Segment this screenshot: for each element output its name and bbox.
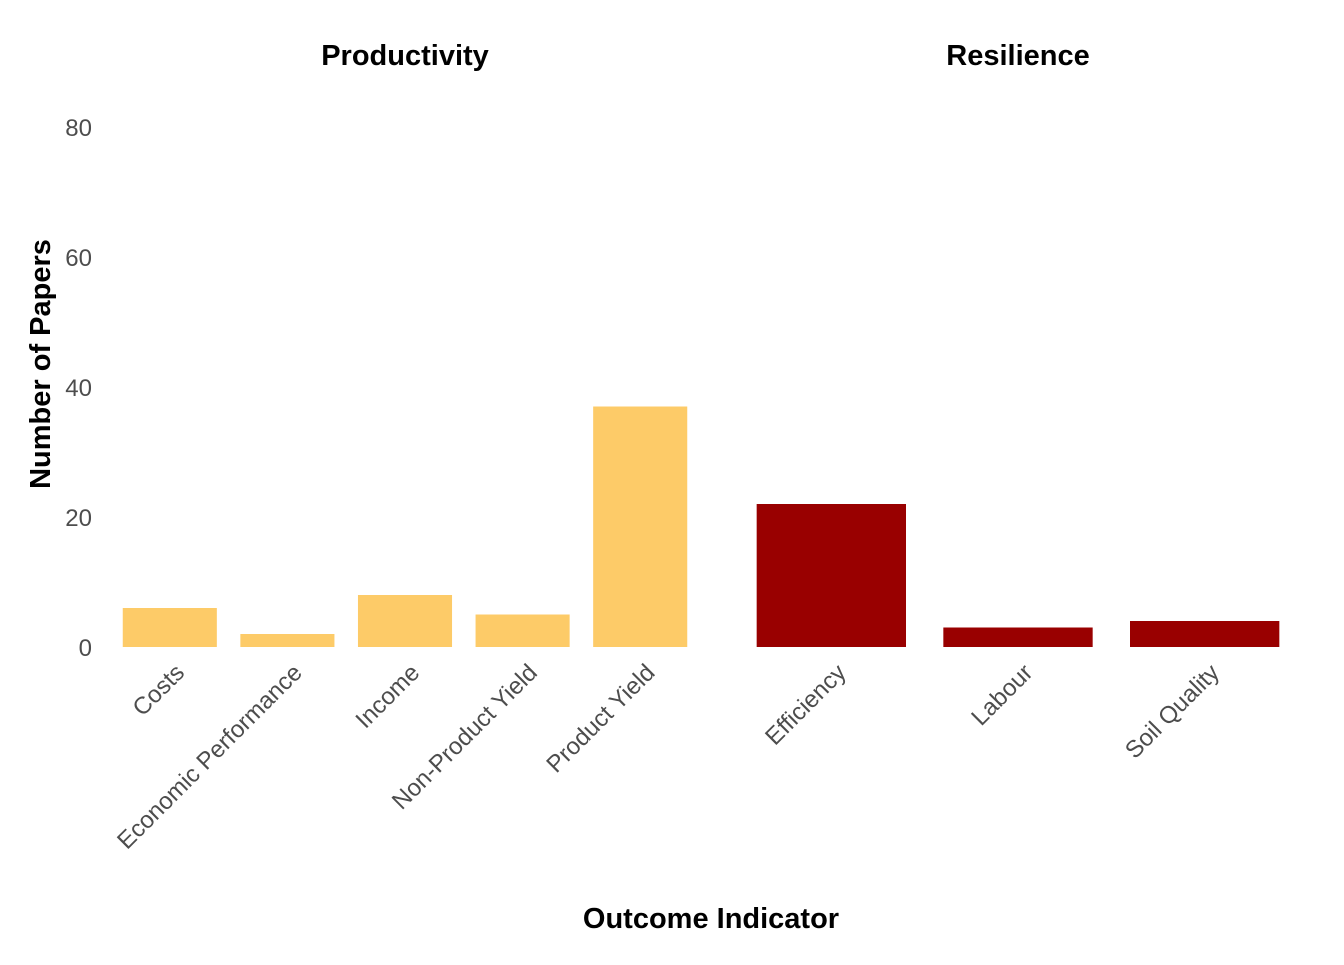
bar: [475, 614, 570, 647]
x-tick-label: Efficiency: [760, 659, 851, 750]
facet-title: Productivity: [321, 40, 489, 72]
y-tick-label: 0: [79, 635, 92, 662]
y-tick-label: 20: [65, 505, 92, 532]
bar: [122, 608, 217, 647]
x-tick-label: Soil Quality: [1120, 659, 1225, 764]
y-axis-ticks: 0 20 40 60 80: [65, 115, 92, 662]
y-tick-label: 80: [65, 115, 92, 142]
x-axis-title: Outcome Indicator: [583, 903, 839, 935]
x-tick-label: Income: [350, 659, 425, 734]
bar: [240, 634, 335, 647]
bar: [756, 504, 906, 647]
y-tick-label: 60: [65, 245, 92, 272]
x-tick-label: Product Yield: [541, 659, 660, 778]
x-tick-label: Labour: [966, 659, 1038, 731]
y-tick-label: 40: [65, 375, 92, 402]
bar: [357, 595, 453, 647]
bar: [943, 627, 1093, 647]
bar: [1130, 621, 1280, 647]
facet-title: Resilience: [946, 40, 1089, 72]
facet-panel: Resilience Efficiency Labour Soil Quality: [756, 40, 1280, 764]
x-tick-label: Costs: [128, 659, 190, 721]
bar: [593, 406, 688, 647]
y-axis-title: Number of Papers: [25, 239, 57, 489]
